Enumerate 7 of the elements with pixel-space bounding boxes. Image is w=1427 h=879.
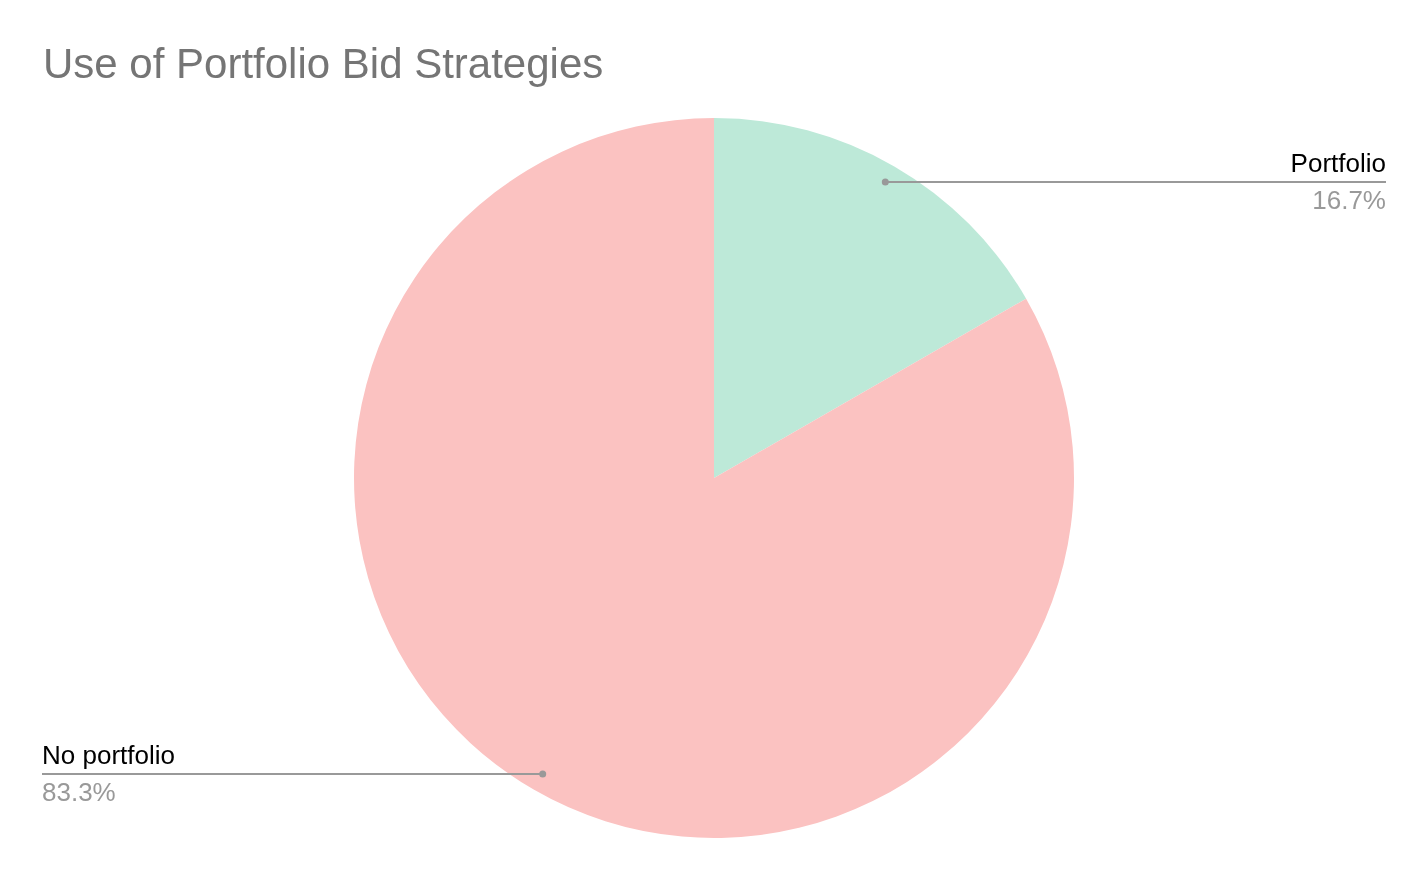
pie-slice	[354, 118, 1074, 838]
data-label: 16.7%	[1312, 185, 1386, 215]
slice-label: No portfolio	[42, 740, 175, 770]
data-label: 83.3%	[42, 777, 116, 807]
slice-label: Portfolio	[1290, 148, 1386, 178]
pie-slice	[714, 118, 1027, 478]
chart-title: Use of Portfolio Bid Strategies	[43, 40, 604, 87]
